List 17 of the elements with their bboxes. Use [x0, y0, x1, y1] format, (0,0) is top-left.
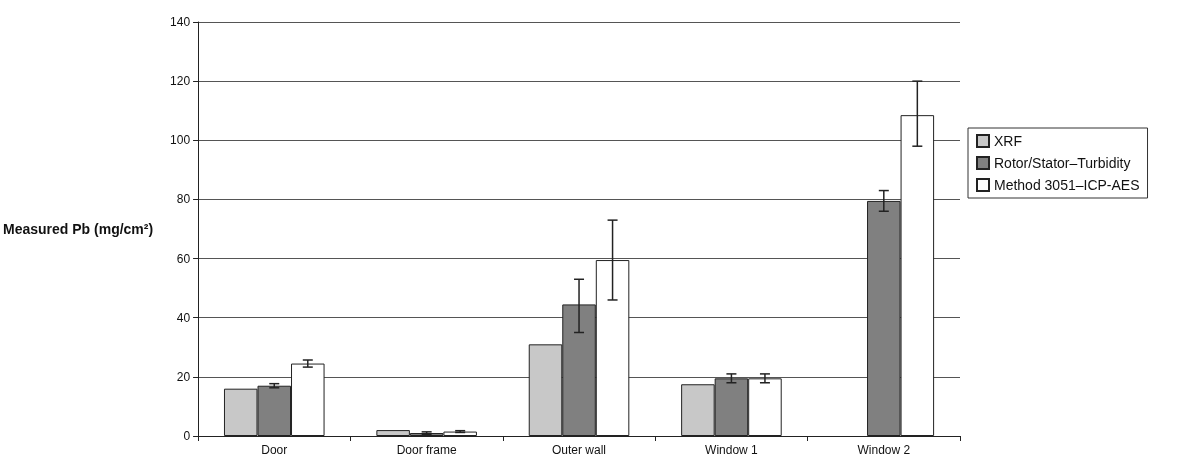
y-tick-label: 20 — [176, 369, 191, 384]
y-tick-label: 0 — [183, 429, 191, 443]
y-tick-label: 40 — [176, 310, 191, 325]
y-tick-label: 80 — [176, 192, 191, 207]
y-tick-label: 120 — [170, 74, 191, 89]
y-tick-label: 100 — [170, 133, 191, 148]
x-tick-label: Door — [261, 443, 288, 457]
y-axis-title: Measured Pb (mg/cm²) — [3, 221, 154, 237]
y-tick-label: 60 — [176, 251, 191, 266]
legend-label: Rotor/Stator–Turbidity — [994, 155, 1131, 171]
x-tick-label: Outer wall — [552, 443, 607, 457]
x-tick-label: Window 2 — [857, 443, 911, 457]
x-tick-label: Door frame — [396, 443, 457, 457]
legend-label: XRF — [994, 133, 1022, 149]
legend-label: Method 3051–ICP-AES — [994, 177, 1140, 193]
y-tick-label: 140 — [170, 15, 191, 29]
x-tick-label: Window 1 — [705, 443, 759, 457]
